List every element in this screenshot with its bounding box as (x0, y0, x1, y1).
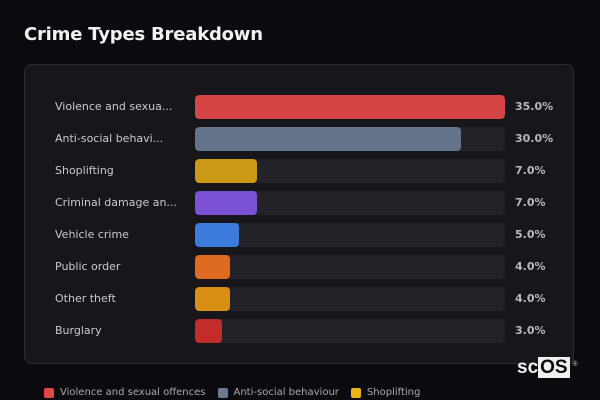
legend-label: Violence and sexual offences (60, 387, 206, 398)
bar-track (195, 255, 505, 279)
legend-item[interactable]: Anti-social behaviour (217, 387, 339, 398)
bar-row: Burglary 3.0% (25, 319, 573, 343)
bar-row: Violence and sexua... 35.0% (25, 95, 573, 119)
bar-label: Public order (55, 260, 121, 273)
bar-fill[interactable] (195, 287, 230, 311)
bar-track (195, 127, 505, 151)
legend-label: Anti-social behaviour (233, 387, 339, 398)
bar-value: 3.0% (515, 324, 546, 337)
bar-track (195, 191, 505, 215)
bar-fill[interactable] (195, 191, 257, 215)
legend-item[interactable]: Shoplifting (350, 387, 421, 398)
bar-fill[interactable] (195, 159, 257, 183)
bar-row: Vehicle crime 5.0% (25, 223, 573, 247)
bar-label: Shoplifting (55, 164, 114, 177)
bar-track (195, 95, 505, 119)
legend-label: Shoplifting (366, 387, 421, 398)
legend-item[interactable]: Violence and sexual offences (44, 387, 206, 398)
bar-fill[interactable] (195, 223, 239, 247)
bar-value: 35.0% (515, 100, 554, 113)
bar-label: Other theft (55, 292, 116, 305)
bar-label: Anti-social behavi... (55, 132, 164, 145)
bar-value: 5.0% (515, 228, 546, 241)
bar-track (195, 223, 505, 247)
bar-value: 30.0% (515, 132, 554, 145)
bar-row: Other theft 4.0% (25, 287, 573, 311)
bar-label: Criminal damage an... (55, 196, 177, 209)
scos-logo: sc OS ® (517, 357, 578, 379)
bar-row: Anti-social behavi... 30.0% (25, 127, 573, 151)
bar-value: 7.0% (515, 196, 546, 209)
bar-row: Public order 4.0% (25, 255, 573, 279)
bar-fill[interactable] (195, 255, 230, 279)
bar-fill[interactable] (195, 127, 461, 151)
chart-title: Crime Types Breakdown (24, 24, 263, 45)
bar-value: 4.0% (515, 260, 546, 273)
logo-boxed: OS (538, 357, 570, 378)
bar-track (195, 319, 505, 343)
bar-row: Shoplifting 7.0% (25, 159, 573, 183)
bar-track (195, 287, 505, 311)
bar-label: Violence and sexua... (55, 100, 173, 113)
bar-row: Criminal damage an... 7.0% (25, 191, 573, 215)
bar-track (195, 159, 505, 183)
bar-label: Burglary (55, 324, 102, 337)
chart-legend: Violence and sexual offences Anti-social … (44, 387, 420, 398)
bar-value: 7.0% (515, 164, 546, 177)
bar-label: Vehicle crime (55, 228, 129, 241)
bar-fill[interactable] (195, 95, 505, 119)
chart-panel: Violence and sexua... 35.0% Anti-social be… (24, 64, 574, 364)
legend-swatch-icon (350, 387, 361, 398)
legend-swatch-icon (217, 387, 228, 398)
bar-value: 4.0% (515, 292, 546, 305)
registered-mark: ® (572, 361, 578, 368)
logo-prefix: sc (517, 357, 539, 378)
legend-swatch-icon (44, 387, 54, 398)
bar-fill[interactable] (195, 319, 222, 343)
